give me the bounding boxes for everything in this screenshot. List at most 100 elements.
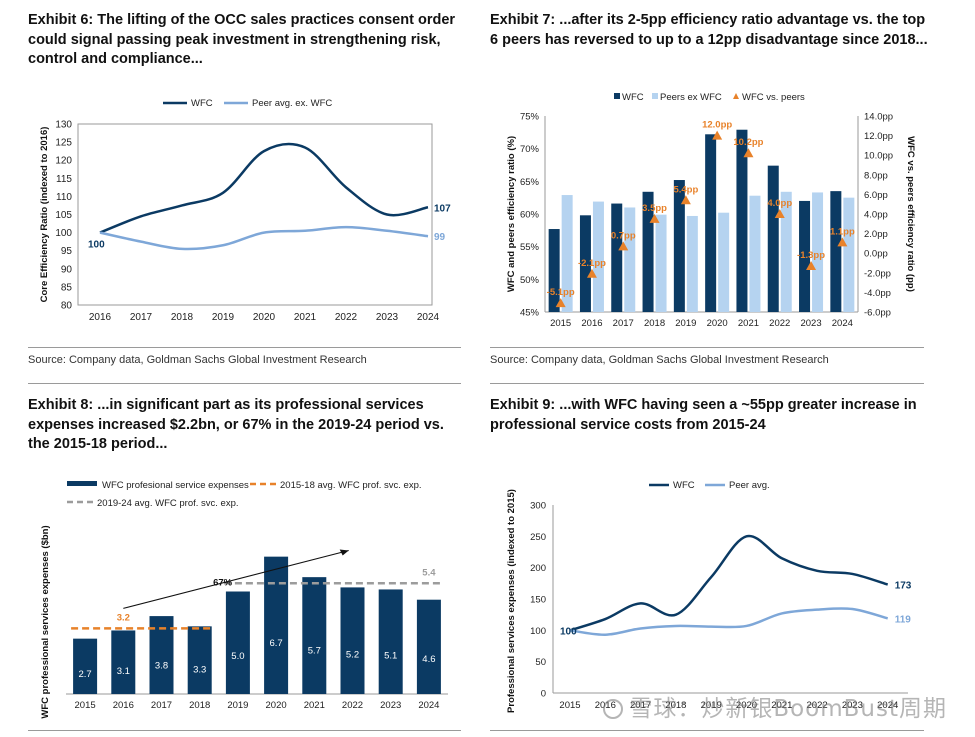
y2-tick-label: -4.0pp [864, 288, 891, 299]
bar-data-label: 3.3 [193, 664, 206, 675]
y2-tick-label: 8.0pp [864, 170, 888, 181]
series-line-wfc [99, 142, 429, 234]
bar-wfc [705, 134, 717, 312]
bar-data-label: 5.7 [308, 646, 321, 657]
growth-annotation: 67% [213, 577, 233, 588]
y-tick-label: 0 [541, 689, 546, 700]
y2-tick-label: 10.0pp [864, 151, 893, 162]
x-tick-label: 2023 [380, 700, 401, 711]
y-tick-label: 150 [530, 595, 546, 606]
legend-label-avg-2019-24: 2019-24 avg. WFC prof. svc. exp. [97, 498, 239, 509]
bar-data-label: 2.7 [78, 669, 91, 680]
bar-wfc [642, 191, 654, 312]
marker-wfc-vs-peers [806, 260, 817, 270]
exhibit-9-title: Exhibit 9: ...with WFC having seen a ~55… [490, 397, 917, 433]
y-axis-label: WFC and peers efficiency ratio (%) [506, 136, 517, 292]
bar-data-label: 5.1 [384, 650, 397, 661]
y-tick-label: 50% [520, 275, 540, 286]
marker-wfc-vs-peers [649, 213, 660, 223]
legend-swatch-peers [652, 93, 658, 99]
y-axis-label: Core Efficiency Ratio (indexed to 2016) [39, 127, 50, 303]
y-tick-label: 80 [61, 301, 73, 312]
legend-label-peers: Peers ex WFC [660, 92, 722, 103]
y-tick-label: 85 [61, 282, 73, 293]
data-label-wfc-vs-peers: 5.4pp [673, 184, 698, 195]
data-label-wfc-vs-peers: -5.1pp [547, 287, 575, 298]
x-tick-label: 2024 [418, 700, 439, 711]
y2-tick-label: 4.0pp [864, 210, 888, 221]
marker-wfc-vs-peers [774, 209, 785, 218]
y-tick-label: 115 [56, 174, 72, 185]
bar-data-label: 5.0 [231, 651, 244, 662]
x-tick-label: 2015 [550, 318, 571, 329]
legend-label-peer: Peer avg. ex. WFC [252, 98, 332, 109]
bar-prof-svc [111, 630, 136, 694]
y-tick-label: 100 [530, 626, 546, 637]
x-tick-label: 2015 [75, 700, 96, 711]
bar-peers [592, 201, 604, 312]
marker-wfc-vs-peers [680, 195, 691, 205]
x-tick-label: 2017 [130, 312, 153, 323]
legend-label-peer: Peer avg. [729, 480, 770, 491]
marker-wfc-vs-peers [555, 298, 566, 308]
y-tick-label: 95 [61, 246, 73, 257]
exhibit-7-source: Source: Company data, Goldman Sachs Glob… [490, 354, 829, 366]
x-tick-label: 2023 [376, 312, 399, 323]
y-tick-label: 110 [56, 192, 72, 203]
bar-wfc [799, 200, 811, 312]
exhibit-6-rule [28, 347, 461, 348]
exhibit-7-chart: 45% 50% 55% 60% 65% 70% 75% -6.0pp -4.0pp -2.0pp 0… [506, 92, 916, 329]
marker-wfc-vs-peers [837, 237, 848, 247]
x-tick-label: 2020 [253, 312, 276, 323]
x-tick-label: 2018 [171, 312, 194, 323]
y2-tick-label: -6.0pp [864, 308, 891, 319]
x-tick-label: 2024 [417, 312, 440, 323]
series-line-peer [569, 607, 889, 636]
series-line-wfc [569, 534, 889, 632]
bar-peers [812, 192, 824, 312]
x-tick-label: 2019 [227, 700, 248, 711]
y-tick-label: 300 [530, 501, 546, 512]
x-tick-label: 2017 [151, 700, 172, 711]
data-label-wfc-vs-peers: 10.2pp [733, 137, 763, 148]
legend-label-wfc-vs-peers: WFC vs. peers [742, 92, 805, 103]
legend-label-prof-svc: WFC profesional service expenses [102, 480, 249, 491]
legend-swatch-wfc [614, 93, 620, 99]
x-tick-label: 2016 [89, 312, 112, 323]
bar-wfc [736, 129, 748, 312]
x-tick-label: 2016 [113, 700, 134, 711]
x-tick-label: 2022 [335, 312, 358, 323]
row-divider-left [28, 383, 461, 384]
data-label-wfc-vs-peers: 12.0pp [702, 120, 732, 131]
data-label-wfc-vs-peers: -2.1pp [578, 258, 606, 269]
x-tick-label: 2020 [266, 700, 287, 711]
x-tick-label: 2017 [613, 318, 634, 329]
y-tick-label: 130 [55, 120, 72, 131]
y-tick-label: 100 [55, 228, 72, 239]
x-tick-label: 2022 [769, 318, 790, 329]
end-data-label: 99 [434, 232, 446, 243]
x-tick-label: 2021 [738, 318, 759, 329]
bar-peers [561, 195, 573, 312]
y-axis-label: Professional services expenses (indexed … [506, 489, 517, 713]
bar-prof-svc [378, 589, 403, 694]
x-tick-label: 2021 [771, 700, 792, 711]
y-tick-label: 60% [520, 210, 540, 221]
end-data-label: 107 [434, 203, 451, 214]
series-line-peer [99, 225, 429, 251]
exhibit-8-rule [28, 730, 461, 731]
bar-peers [686, 215, 698, 312]
exhibit-7-title: Exhibit 7: ...after its 2-5pp efficiency… [490, 12, 928, 48]
y-tick-label: 50 [535, 657, 546, 668]
bar-peers [780, 191, 792, 312]
end-data-label: 119 [895, 614, 912, 625]
start-data-label: 100 [88, 240, 105, 251]
y-tick-label: 250 [530, 532, 546, 543]
bar-data-label: 6.7 [269, 638, 282, 649]
y2-tick-label: 14.0pp [864, 112, 893, 123]
bar-data-label: 5.2 [346, 649, 359, 660]
y2-tick-label: -2.0pp [864, 268, 891, 279]
legend-label-wfc: WFC [673, 480, 695, 491]
y-axis-label: WFC professional services expenses ($bn) [40, 525, 51, 718]
bar-peers [624, 207, 636, 312]
